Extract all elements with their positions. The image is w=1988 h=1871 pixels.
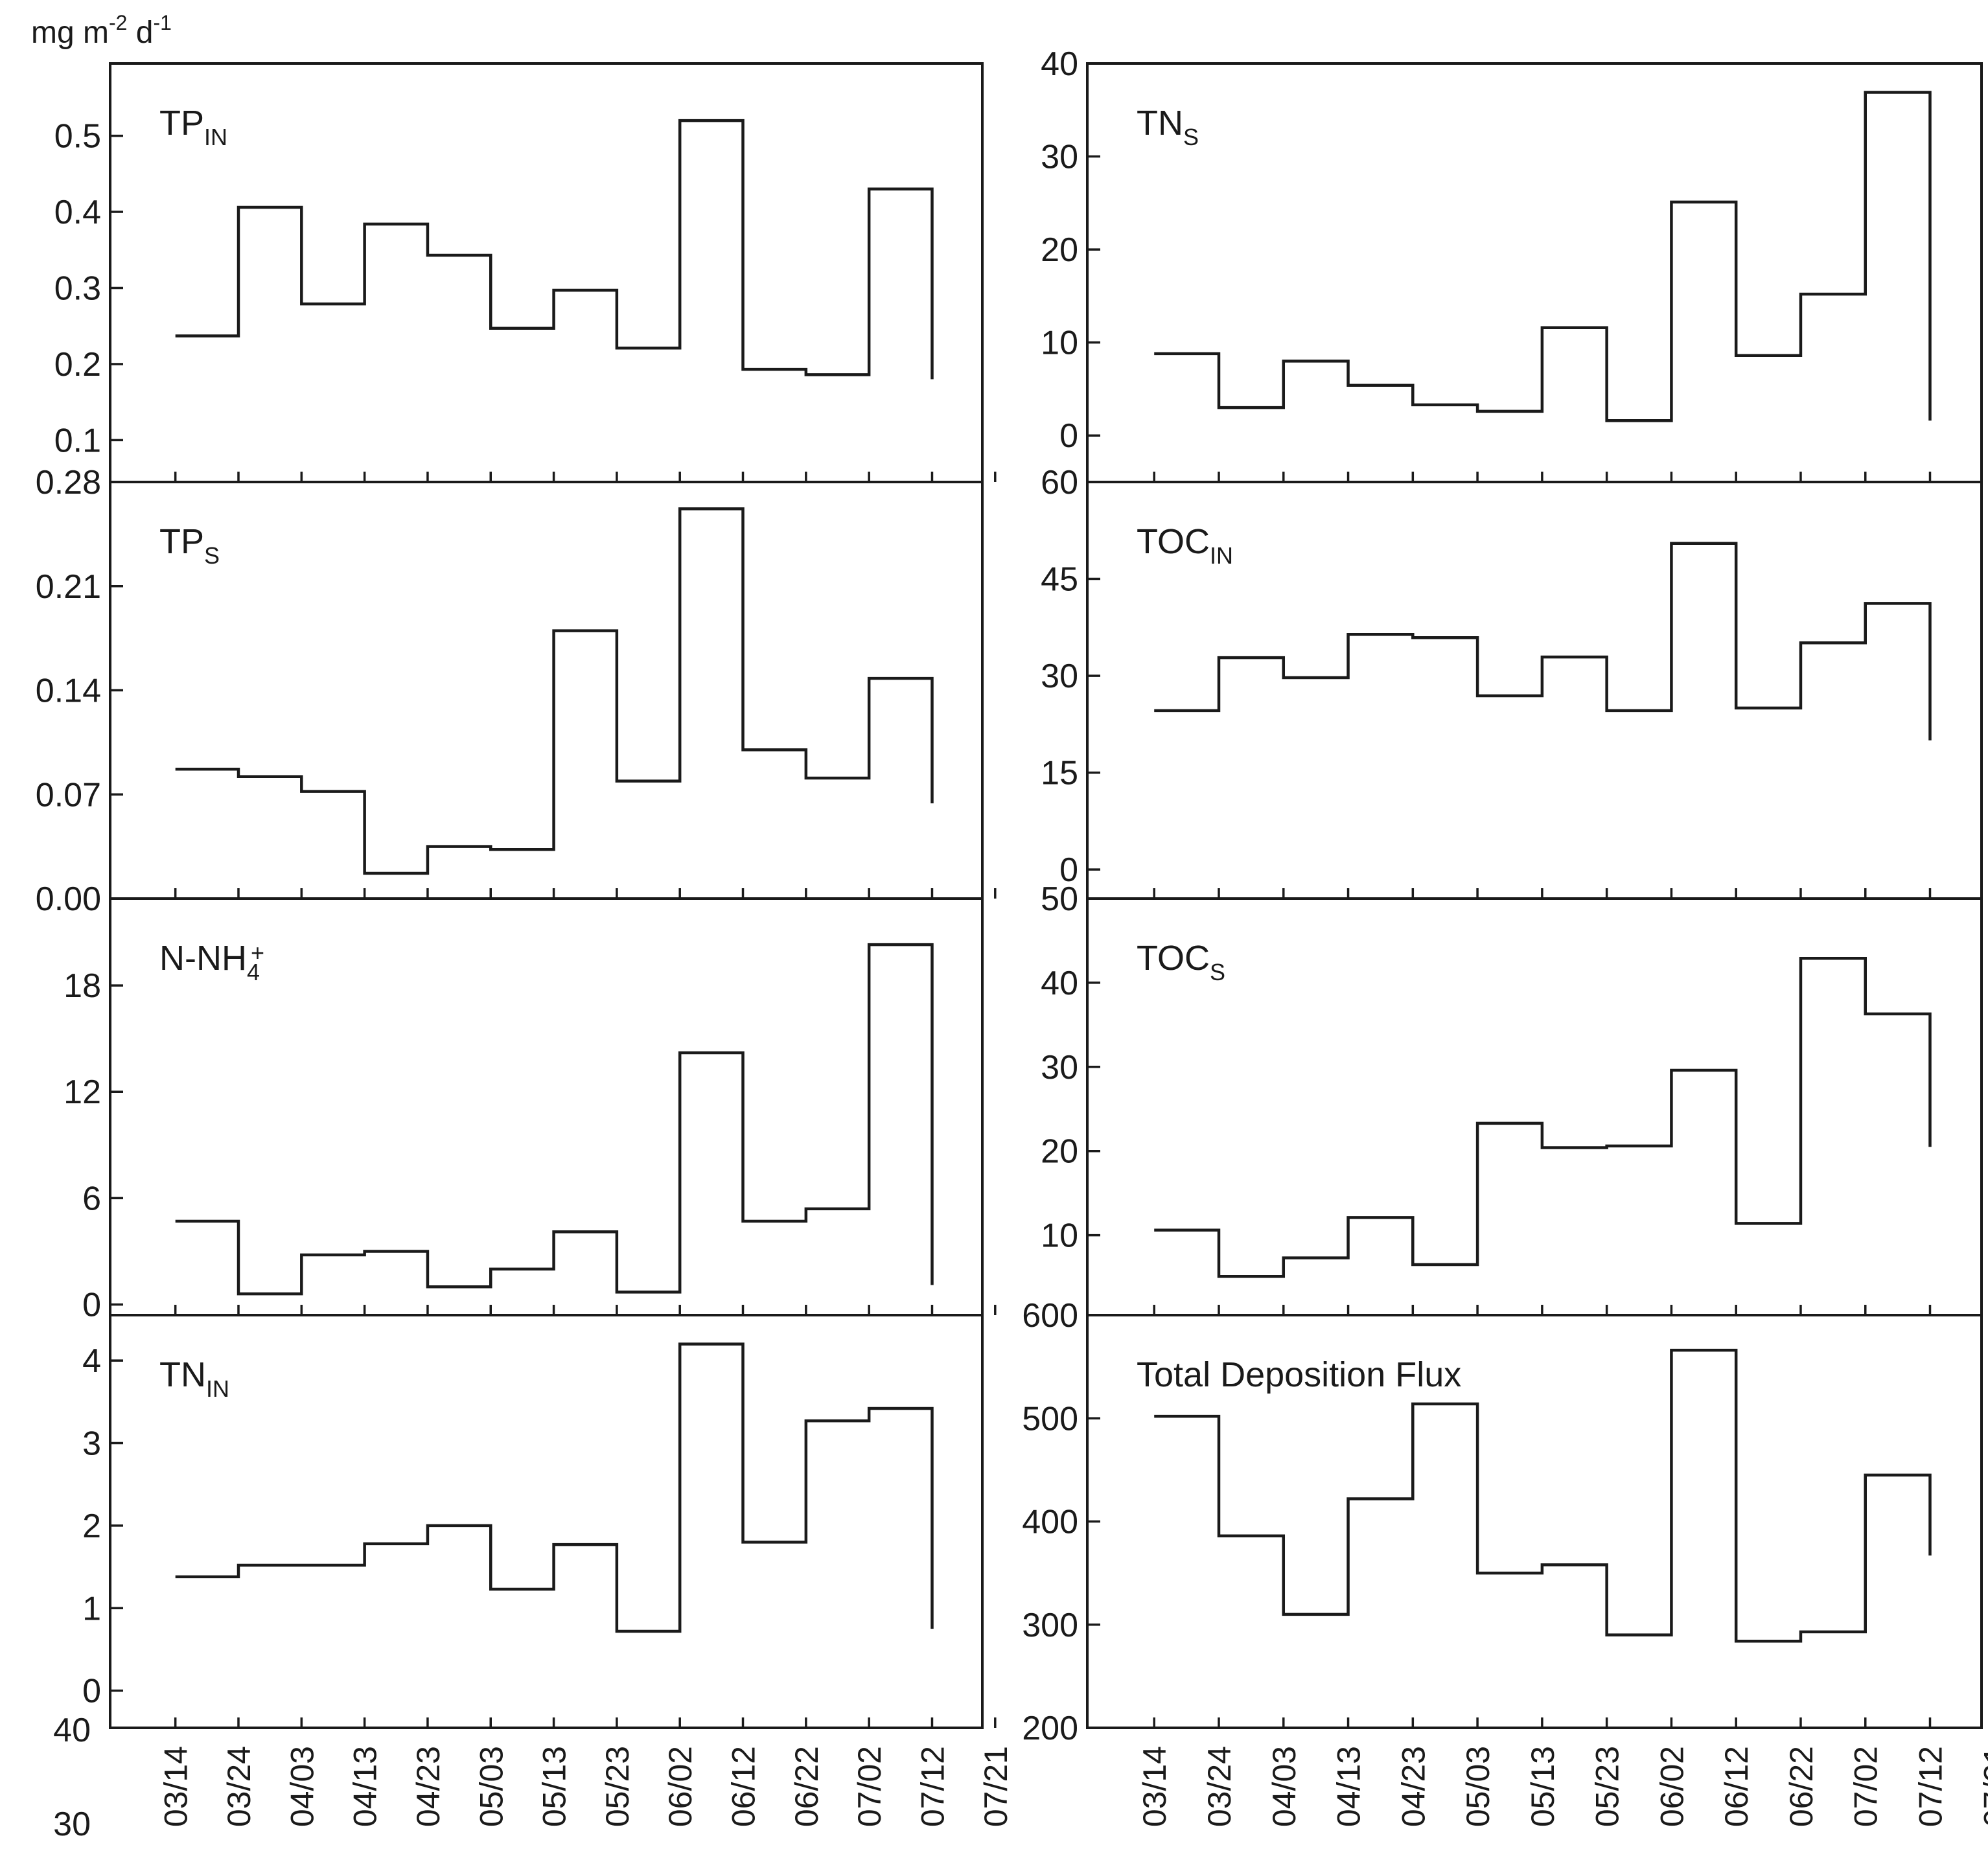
x-tick-label: 04/03 <box>1266 1746 1302 1827</box>
y-tick-label: 4 <box>82 1342 101 1380</box>
x-tick-label: 06/22 <box>789 1746 825 1827</box>
y-tick-label: 300 <box>1022 1607 1078 1644</box>
x-tick-label: 05/13 <box>1525 1746 1561 1827</box>
y-tick-label: 0.28 <box>36 464 101 501</box>
panel-title: TNIN <box>159 1355 229 1402</box>
y-tick-label: 15 <box>1041 755 1078 792</box>
x-tick-label: 06/12 <box>1718 1746 1755 1827</box>
y-tick-label: 1 <box>82 1590 101 1627</box>
y-tick-label: 10 <box>1041 1217 1078 1255</box>
step-series-line <box>1154 91 1932 422</box>
y-tick-label: 30 <box>1041 658 1078 695</box>
x-tick-label: 05/23 <box>1589 1746 1626 1827</box>
panel-title: TOCS <box>1137 939 1225 985</box>
x-tick-label: 04/13 <box>347 1746 384 1827</box>
y-tick-label: 6 <box>82 1180 101 1217</box>
y-tick-label: 0.07 <box>36 776 101 814</box>
x-tick-label: 03/24 <box>221 1746 257 1827</box>
x-tick-label: 07/21 <box>1977 1746 1988 1827</box>
y-axis-unit-label: mg m-2 d-1 <box>31 11 172 50</box>
step-series-line <box>1154 542 1932 740</box>
stray-axis-label: 30 <box>53 1806 91 1843</box>
panel-title: N-NH4+ <box>159 939 264 985</box>
y-tick-label: 0.1 <box>54 422 101 459</box>
x-tick-label: 07/12 <box>1913 1746 1949 1827</box>
y-tick-label: 2 <box>82 1508 101 1545</box>
x-tick-label: 06/12 <box>726 1746 762 1827</box>
y-tick-label: 40 <box>1041 965 1078 1002</box>
y-tick-label: 0 <box>82 1287 101 1324</box>
step-series-line <box>175 1342 934 1633</box>
chart-panel-n-nh4: 0 6 12 18 N-NH4+ <box>64 897 997 1324</box>
y-tick-label: 10 <box>1041 325 1078 362</box>
y-tick-label: 0 <box>1059 851 1078 889</box>
step-series-line <box>1154 956 1932 1278</box>
y-tick-label: 0.2 <box>54 346 101 384</box>
x-tick-label: 05/03 <box>1460 1746 1496 1827</box>
step-series-line <box>175 507 934 875</box>
y-tick-label: 500 <box>1022 1400 1078 1438</box>
y-tick-label: 30 <box>1041 1049 1078 1086</box>
chart-panel-tn-in: 0 1 2 3 4 03/14 03/24 04/03 04/13 04/23 05/03 05/13… <box>82 1314 1014 1827</box>
y-tick-label: 0.5 <box>54 118 101 155</box>
x-tick-label: 05/23 <box>599 1746 636 1827</box>
x-tick-label: 07/02 <box>1848 1746 1884 1827</box>
x-tick-label: 04/13 <box>1331 1746 1367 1827</box>
y-tick-label: 600 <box>1022 1297 1078 1335</box>
y-tick-label: 0 <box>82 1673 101 1710</box>
y-tick-label: 200 <box>1022 1710 1078 1747</box>
panel-title: TPS <box>159 522 220 569</box>
chart-panel-tp-s: 0.00 0.07 0.14 0.21 0.28 TPS <box>36 464 997 918</box>
y-tick-label: 0.4 <box>54 194 101 231</box>
x-tick-label: 04/03 <box>284 1746 320 1827</box>
y-tick-label: 60 <box>1041 464 1078 501</box>
y-tick-label: 0.3 <box>54 270 101 307</box>
x-tick-label: 07/02 <box>851 1746 888 1827</box>
x-tick-label: 06/02 <box>1654 1746 1690 1827</box>
y-tick-label: 0.21 <box>36 568 101 606</box>
panel-title: Total Deposition Flux <box>1137 1355 1461 1394</box>
stray-axis-label: 40 <box>53 1712 91 1749</box>
x-tick-label: 06/22 <box>1783 1746 1820 1827</box>
y-tick-label: 40 <box>1041 45 1078 83</box>
y-tick-label: 18 <box>64 967 101 1005</box>
panel-frame <box>109 1314 984 1729</box>
chart-panel-tn-s: 0 10 20 30 40 TNS <box>1041 45 1983 483</box>
y-tick-label: 45 <box>1041 561 1078 599</box>
panel-title: TNS <box>1137 104 1199 150</box>
y-tick-label: 0.00 <box>36 880 101 918</box>
y-tick-label: 0 <box>1059 417 1078 455</box>
x-tick-label: 05/13 <box>537 1746 573 1827</box>
y-tick-label: 50 <box>1041 880 1078 918</box>
x-tick-label: 07/21 <box>978 1746 1014 1827</box>
y-tick-label: 0.14 <box>36 672 101 710</box>
step-series-line <box>175 119 934 380</box>
step-series-line <box>175 943 934 1296</box>
y-tick-label: 400 <box>1022 1504 1078 1541</box>
x-tick-label: 03/24 <box>1201 1746 1238 1827</box>
chart-panel-toc-in: 0 15 30 45 60 TOCIN <box>1041 464 1983 900</box>
y-tick-label: 20 <box>1041 231 1078 269</box>
x-tick-label: 07/12 <box>914 1746 951 1827</box>
x-tick-label: 03/14 <box>1137 1746 1173 1827</box>
x-tick-label: 04/23 <box>1395 1746 1431 1827</box>
y-tick-label: 20 <box>1041 1133 1078 1171</box>
step-series-line <box>1154 1348 1932 1643</box>
panel-title: TPIN <box>159 104 227 150</box>
x-tick-label: 06/02 <box>662 1746 699 1827</box>
x-tick-label: 05/03 <box>473 1746 509 1827</box>
x-tick-label: 03/14 <box>158 1746 194 1827</box>
y-tick-label: 30 <box>1041 139 1078 176</box>
y-tick-label: 3 <box>82 1425 101 1462</box>
chart-panel-total-deposition-flux: 200 300 400 500 600 03/14 03/24 04/03 04/13 04/23… <box>1022 1297 1988 1827</box>
y-tick-label: 12 <box>64 1073 101 1111</box>
x-tick-label: 04/23 <box>410 1746 446 1827</box>
panel-title: TOCIN <box>1137 522 1233 569</box>
